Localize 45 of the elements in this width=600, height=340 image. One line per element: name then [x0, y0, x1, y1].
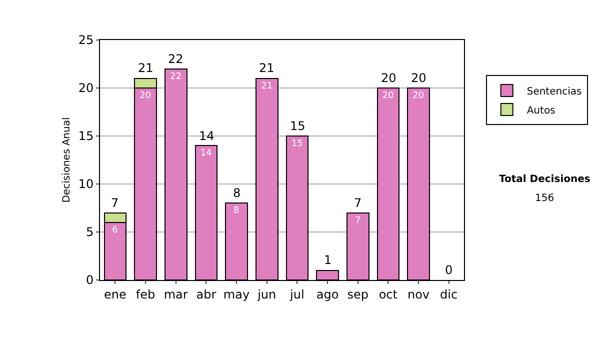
x-tick-label: ago [316, 287, 339, 302]
data-label: 20 [412, 91, 424, 101]
data-label: 8 [234, 206, 240, 216]
y-tick-label: 10 [78, 177, 94, 192]
x-tick-label: feb [136, 287, 156, 302]
total-label: 15 [290, 119, 306, 133]
legend-label: Sentencias [526, 86, 582, 98]
legend-label: Autos [526, 105, 556, 116]
total-label: 7 [111, 196, 119, 210]
total-label: 14 [199, 129, 214, 143]
total-label: 7 [354, 196, 362, 210]
y-tick-label: 5 [86, 225, 94, 240]
total-label: 21 [259, 61, 274, 75]
y-tick-label: 15 [78, 129, 94, 144]
total-label: 0 [445, 263, 453, 277]
x-tick-label: may [223, 287, 250, 302]
total-label: 8 [233, 186, 241, 200]
x-tick-label: oct [378, 287, 398, 302]
data-label: 21 [261, 81, 273, 92]
x-tick-label: jun [256, 287, 276, 302]
data-label: 7 [354, 216, 361, 226]
y-tick-label: 20 [78, 81, 94, 96]
x-tick-label: mar [164, 287, 188, 302]
data-label: 22 [170, 72, 182, 82]
text: Total Decisiones [499, 174, 590, 185]
x-tick-label: dic [440, 287, 458, 302]
data-label: 20 [140, 91, 152, 101]
total-label: 20 [381, 71, 396, 85]
y-tick-label: 25 [78, 33, 94, 48]
x-tick-label: nov [407, 287, 430, 302]
data-label: 6 [112, 225, 118, 236]
text: 156 [535, 193, 554, 204]
x-tick-label: sep [347, 287, 368, 302]
x-tick-label: jul [289, 287, 304, 302]
data-label: 15 [291, 139, 303, 149]
total-label: 1 [324, 253, 332, 267]
total-label: 22 [168, 52, 184, 66]
total-label: 20 [411, 71, 426, 85]
x-tick-label: ene [104, 287, 126, 302]
x-tick-label: abr [196, 287, 216, 302]
y-axis-title: Decisiones Anual [61, 117, 72, 203]
y-tick-label: 0 [86, 273, 94, 288]
total-label: 21 [138, 61, 154, 75]
data-label: 14 [200, 148, 212, 159]
data-label: 20 [382, 91, 394, 101]
